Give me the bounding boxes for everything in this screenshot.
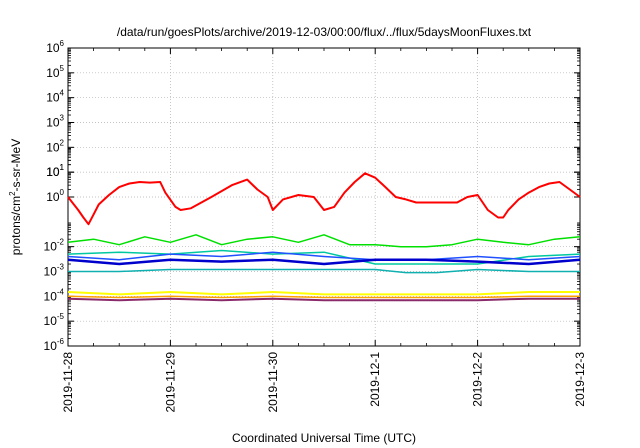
axis-ticks: 10-610-510-410-310-210110010110210310410…	[44, 39, 587, 413]
series-line-7	[67, 291, 580, 296]
y-tick-label: 10-4	[44, 287, 65, 303]
y-axis-label-part2: -s-sr-MeV	[9, 139, 23, 192]
y-tick-label: 106	[46, 39, 64, 55]
series-line-2	[67, 234, 581, 248]
x-tick-label: 2019-12-3	[573, 352, 587, 407]
x-tick-label: 2019-12-2	[471, 352, 485, 407]
y-tick-label: 104	[46, 89, 64, 105]
y-axis-label-sup: 2	[8, 191, 17, 196]
grid-lines	[68, 48, 580, 346]
y-tick-label: 105	[46, 64, 64, 80]
y-axis-label-part1: protons/cm	[9, 196, 23, 255]
series-line-4	[67, 251, 581, 261]
x-tick-label: 2019-11-30	[266, 352, 280, 413]
x-tick-label: 2019-11-28	[61, 352, 75, 413]
x-tick-label: 2019-12-1	[368, 352, 382, 407]
series-line-1	[67, 172, 581, 226]
y-tick-label: 101	[46, 163, 64, 179]
x-tick-label: 2019-11-29	[163, 352, 177, 413]
series-line-8	[67, 295, 580, 299]
y-tick-label: 10-5	[44, 312, 65, 328]
series-group	[67, 172, 581, 302]
series-line-5	[67, 258, 581, 266]
y-tick-label: 103	[46, 114, 64, 130]
y-tick-label: 100	[46, 188, 64, 204]
y-tick-label: 101	[46, 163, 64, 179]
series-line-9	[67, 297, 580, 302]
y-tick-label: 10-2	[44, 238, 65, 254]
chart-title: /data/run/goesPlots/archive/2019-12-03/0…	[117, 25, 532, 39]
x-axis-label: Coordinated Universal Time (UTC)	[232, 431, 416, 445]
y-axis-label: protons/cm2-s-sr-MeV	[8, 139, 23, 255]
y-tick-label: 10-3	[44, 263, 65, 279]
series-line-6	[68, 268, 580, 274]
y-tick-label: 102	[46, 138, 64, 154]
y-tick-label: 10-6	[44, 337, 65, 353]
